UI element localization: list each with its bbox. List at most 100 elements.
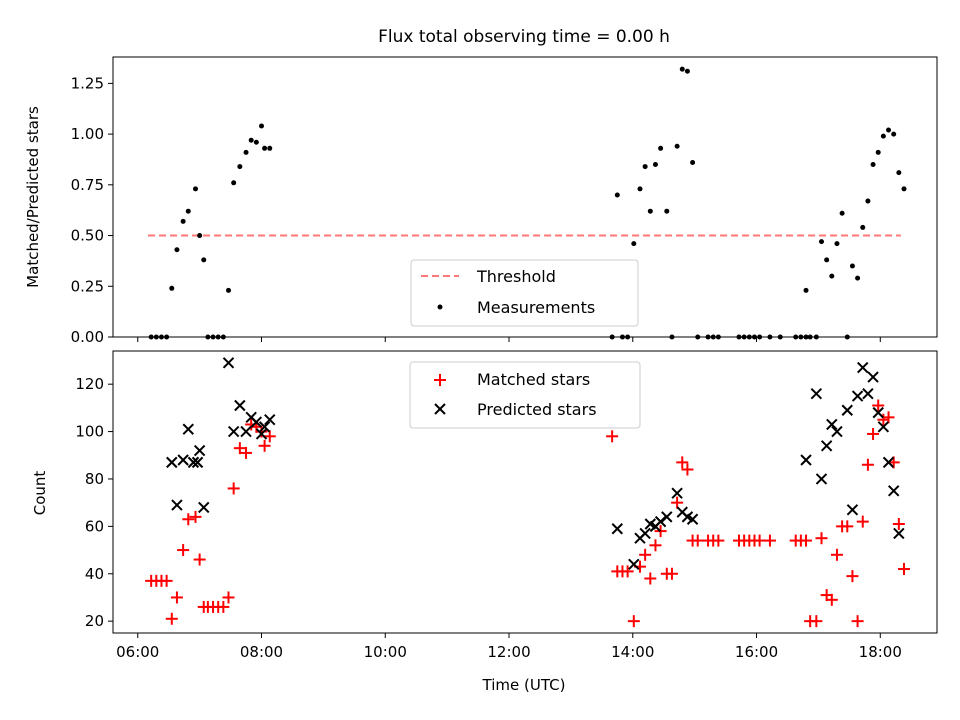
y-tick-label: 0.25 [71,277,104,295]
top-plot-marks [148,66,907,340]
measurement-point [180,218,186,224]
matched-star-point [665,567,678,580]
predicted-star-point [846,504,859,516]
measurement-point [642,164,648,170]
matched-star-point [222,591,235,604]
predicted-star-point [872,406,884,419]
predicted-star-point [867,371,879,383]
measurement-point [674,143,680,149]
measurement-point [226,287,232,293]
measurement-point [664,208,670,214]
matched-star-point [763,534,776,547]
predicted-star-point [171,499,183,511]
measurement-point [658,145,664,151]
matched-star-point [649,539,662,552]
predicted-star-point [611,523,624,535]
matched-star-point [897,563,910,576]
predicted-star-point [187,456,200,469]
predicted-star-point [177,454,189,466]
predicted-star-point [193,444,206,457]
predicted-star-point [862,387,874,400]
matched-star-point [676,456,689,469]
matched-star-point [165,612,178,625]
x-tick-label: 16:00 [735,643,778,661]
legend-predicted-label: Predicted stars [477,400,597,419]
x-tick-label: 06:00 [116,643,159,661]
predicted-star-point [686,513,699,525]
x-tick-label: 14:00 [611,643,654,661]
x-tick-label: 12:00 [487,643,530,661]
matched-star-point [856,515,869,528]
bottom-x-ticks: 06:00 08:00 10:00 12:00 14:00 16:00 18:00 [116,633,902,661]
y-tick-label: 120 [75,375,104,393]
measurement-point [891,131,897,137]
bottom-plot-frame [112,350,938,634]
legend-measurements-swatch [437,304,443,310]
measurement-point [169,285,175,291]
matched-star-point [681,463,694,476]
matched-star-point [830,548,843,561]
matched-star-point [621,565,634,578]
measurement-point [637,186,643,192]
predicted-star-point [182,423,194,435]
predicted-star-point [639,527,651,540]
bottom-y-ticks: 20 40 60 80 100 120 [75,375,113,630]
predicted-star-point [227,425,240,438]
matched-star-point [753,534,766,547]
measurement-point [647,208,653,214]
matched-star-point [825,593,838,606]
measurement-point [849,263,855,269]
predicted-star-point [826,418,838,431]
predicted-star-point [222,357,235,369]
x-tick-label: 08:00 [240,643,283,661]
measurement-point [197,233,203,239]
predicted-star-point [250,416,263,428]
matched-star-point [800,534,813,547]
measurement-point [818,239,824,245]
matched-star-point [189,510,202,523]
matched-star-point [691,534,704,547]
bottom-legend-box [409,361,641,429]
matched-star-point [851,615,864,628]
measurement-point [855,275,861,281]
matched-star-point [841,520,854,533]
top-y-axis-label: Matched/Predicted stars [24,106,42,288]
measurement-point [865,198,871,204]
y-tick-label: 80 [85,470,104,488]
legend-matched-swatch [434,374,446,386]
matched-star-point [263,430,276,443]
matched-star-point [182,513,195,526]
measurement-point [875,149,881,155]
measurement-point [870,162,876,168]
predicted-star-point [820,440,833,452]
predicted-star-point [661,511,673,523]
matched-star-point [160,574,173,587]
matched-star-point [240,446,253,459]
measurement-point [201,257,207,263]
predicted-star-point [800,454,812,466]
predicted-star-point [264,414,276,426]
x-tick-label: 10:00 [364,643,407,661]
predicted-star-point [258,421,271,433]
legend-threshold-label: Threshold [476,267,556,286]
y-tick-label: 0.00 [71,328,104,346]
measurement-point [880,133,886,139]
matched-star-point [671,496,684,509]
measurement-point [679,66,685,72]
top-y-ticks: 0.00 0.25 0.50 0.75 1.00 1.25 [71,74,113,346]
measurement-point [614,192,620,198]
y-tick-label: 0.50 [71,227,104,245]
y-tick-label: 20 [85,612,104,630]
matched-star-point [815,532,828,545]
bottom-legend: Matched stars Predicted stars [409,361,641,429]
top-plot-frame [112,56,938,338]
matched-star-point [627,615,640,628]
bottom-y-axis-label: Count [31,471,49,516]
measurement-point [259,123,265,129]
matched-star-point [227,482,240,495]
predicted-star-point [255,428,268,440]
measurement-point [901,186,907,192]
predicted-star-point [671,487,683,499]
measurement-point [174,247,180,253]
